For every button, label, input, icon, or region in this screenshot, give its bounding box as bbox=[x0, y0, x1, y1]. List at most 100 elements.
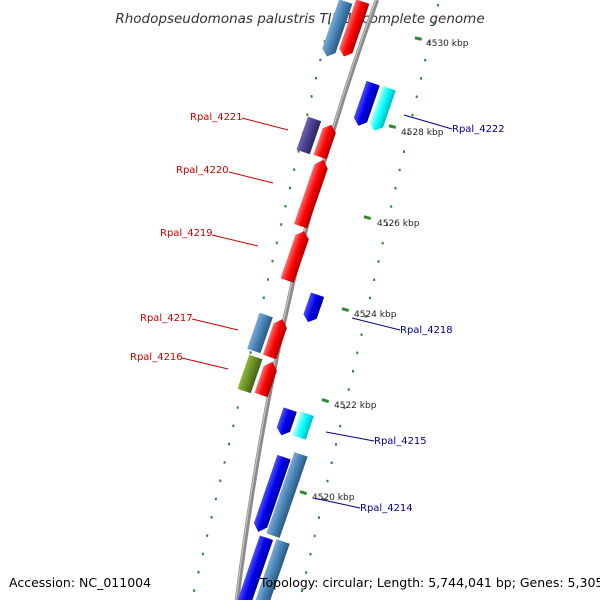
gene-feature-blue-bottom[interactable] bbox=[235, 535, 274, 605]
scale-dot bbox=[206, 534, 209, 537]
scale-dot bbox=[271, 259, 274, 263]
scale-dot bbox=[394, 187, 397, 190]
tick-mark-4524 bbox=[341, 307, 350, 313]
scale-dot bbox=[313, 534, 316, 538]
scale-dot bbox=[288, 186, 291, 190]
gene-rpal-4222-feature[interactable] bbox=[368, 85, 396, 133]
scale-dot bbox=[232, 424, 235, 428]
gene-label-rpal-4222[interactable]: Rpal_4222 bbox=[452, 124, 505, 135]
scale-dot bbox=[398, 168, 401, 172]
leader-line-rpal-4214 bbox=[313, 497, 361, 509]
gene-feature-steelblue-top[interactable] bbox=[320, 0, 353, 59]
map-title: Rhodopseudomonas palustris TIE-1, comple… bbox=[115, 11, 484, 27]
genome-backbone bbox=[234, 0, 380, 601]
gene-label-rpal-4216[interactable]: Rpal_4216 bbox=[130, 352, 183, 363]
scale-dot bbox=[339, 424, 342, 428]
scale-dot bbox=[319, 58, 322, 62]
gene-rpal-4219-feature[interactable] bbox=[280, 229, 311, 283]
scale-dot bbox=[381, 241, 384, 245]
scale-dot bbox=[197, 571, 200, 574]
topology-text: Topology: circular; Length: 5,744,041 bp… bbox=[259, 575, 600, 590]
tick-label-4526: 4526 kbp bbox=[377, 219, 420, 229]
tick-label-4530: 4530 kbp bbox=[426, 39, 469, 49]
scale-dot bbox=[364, 315, 367, 318]
gene-rpal-4215-feature[interactable] bbox=[292, 411, 314, 440]
gene-feature-red-small[interactable] bbox=[313, 123, 338, 160]
scale-dot bbox=[343, 406, 346, 410]
scale-dot bbox=[249, 351, 252, 354]
gene-label-rpal-4221[interactable]: Rpal_4221 bbox=[190, 112, 243, 123]
gene-rpal-4220-feature[interactable] bbox=[293, 158, 330, 229]
scale-dot bbox=[328, 22, 330, 25]
scale-dot bbox=[432, 22, 435, 25]
gene-feature-steelblue-bottom[interactable] bbox=[253, 539, 290, 605]
leader-line-rpal-4215 bbox=[325, 431, 375, 442]
scale-dot bbox=[315, 76, 317, 80]
scale-dot bbox=[386, 223, 388, 227]
scale-dot bbox=[305, 571, 308, 574]
genome-backbone-highlight bbox=[235, 0, 377, 601]
scale-dot bbox=[407, 132, 410, 135]
tick-label-4522: 4522 kbp bbox=[334, 401, 377, 411]
gene-feature-blue-long[interactable] bbox=[252, 454, 291, 534]
scale-dot bbox=[369, 296, 371, 300]
scale-dot bbox=[214, 497, 217, 501]
gene-feature-red-4216b[interactable] bbox=[254, 360, 280, 398]
scale-dot bbox=[201, 552, 204, 556]
accession-text: Accession: NC_011004 bbox=[9, 575, 151, 590]
gene-label-rpal-4214[interactable]: Rpal_4214 bbox=[360, 503, 413, 514]
scale-dot bbox=[335, 443, 337, 446]
scale-dot bbox=[326, 479, 329, 483]
scale-dot bbox=[428, 40, 431, 44]
gene-rpal-4221-feature[interactable] bbox=[296, 116, 322, 155]
gene-label-rpal-4219[interactable]: Rpal_4219 bbox=[160, 228, 213, 239]
tick-label-4528: 4528 kbp bbox=[401, 128, 444, 138]
scale-dot bbox=[301, 589, 303, 593]
gene-rpal-4217-feature[interactable] bbox=[247, 312, 273, 354]
scale-dot bbox=[318, 516, 320, 519]
leader-line-rpal-4218 bbox=[351, 317, 401, 331]
scale-dot bbox=[411, 113, 414, 117]
scale-dot bbox=[310, 95, 313, 98]
gene-feature-blue-4215a[interactable] bbox=[275, 407, 297, 437]
leader-line-rpal-4220 bbox=[228, 171, 274, 184]
tick-mark-4530 bbox=[414, 36, 423, 41]
scale-dot bbox=[347, 388, 350, 391]
scale-dot bbox=[330, 461, 333, 464]
scale-dot bbox=[262, 296, 265, 299]
scale-dot bbox=[275, 241, 278, 245]
scale-dot bbox=[356, 351, 359, 355]
leader-line-rpal-4217 bbox=[191, 318, 239, 331]
gene-label-rpal-4218[interactable]: Rpal_4218 bbox=[400, 325, 453, 336]
tick-mark-4522 bbox=[321, 398, 330, 404]
scale-dot bbox=[297, 150, 300, 153]
scale-dot bbox=[322, 498, 325, 501]
gene-feature-red-top[interactable] bbox=[337, 0, 370, 59]
scale-dot bbox=[236, 406, 239, 409]
gene-label-rpal-4220[interactable]: Rpal_4220 bbox=[176, 165, 229, 176]
gene-rpal-4218-feature[interactable] bbox=[301, 292, 325, 324]
scale-dot bbox=[420, 77, 422, 80]
scale-dot bbox=[223, 461, 226, 464]
scale-dot bbox=[306, 113, 309, 116]
gene-rpal-4214-feature[interactable] bbox=[266, 452, 308, 538]
scale-dot bbox=[373, 278, 376, 281]
gene-label-rpal-4217[interactable]: Rpal_4217 bbox=[140, 313, 193, 324]
scale-dot bbox=[210, 516, 213, 519]
tick-mark-4520 bbox=[299, 490, 308, 496]
scale-dot bbox=[219, 479, 222, 482]
scale-dot bbox=[415, 95, 418, 98]
scale-dot bbox=[267, 278, 270, 281]
scale-dot bbox=[309, 553, 312, 556]
scale-dots bbox=[193, 4, 439, 593]
gene-rpal-4216-feature[interactable] bbox=[237, 354, 263, 394]
gene-feature-blue-4222a[interactable] bbox=[352, 80, 380, 128]
leader-line-rpal-4216 bbox=[181, 357, 229, 370]
scale-dot bbox=[193, 589, 196, 592]
scale-dot bbox=[280, 223, 283, 226]
scale-dot bbox=[352, 370, 354, 373]
tick-label-4520: 4520 kbp bbox=[312, 493, 355, 503]
gene-label-rpal-4215[interactable]: Rpal_4215 bbox=[374, 436, 427, 447]
gene-feature-red-4217b[interactable] bbox=[262, 317, 289, 360]
